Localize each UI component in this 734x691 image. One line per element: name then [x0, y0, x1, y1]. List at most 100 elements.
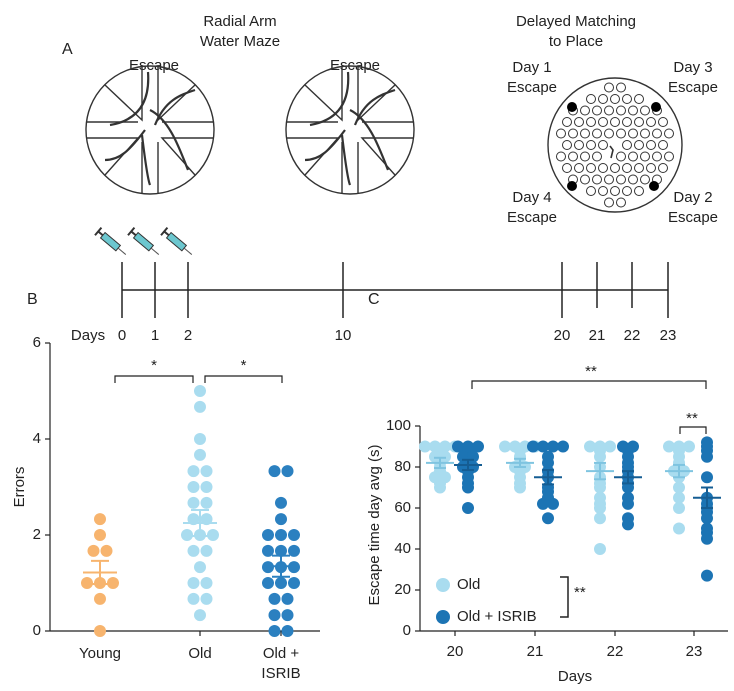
syringe: [94, 226, 127, 255]
data-point: [288, 577, 300, 589]
data-point: [194, 400, 206, 413]
syringe-barrel: [165, 231, 188, 252]
data-point: [547, 440, 559, 453]
data-point: [288, 544, 300, 557]
hole: [604, 174, 614, 185]
data-point: [547, 497, 559, 510]
data-point: [94, 592, 106, 605]
syringe-needle: [183, 247, 193, 255]
day-label: Day 3 Escape: [668, 59, 718, 96]
data-point: [81, 577, 93, 589]
day-label: Day 2 Escape: [668, 189, 718, 226]
escape-hole: [567, 102, 577, 112]
data-point: [594, 450, 606, 463]
pool-holes: [556, 82, 674, 208]
y-axis-title: Escape time day avg (s): [366, 445, 383, 606]
x-tick-label: Old: [188, 645, 211, 662]
hole: [622, 163, 632, 173]
hole: [604, 128, 614, 139]
data-point: [701, 450, 713, 463]
hole: [568, 128, 578, 139]
x-tick-label: Old + ISRIB: [261, 645, 300, 682]
significance-bracket: [114, 375, 194, 383]
hole: [562, 163, 572, 173]
y-tick-label: 0: [403, 622, 411, 639]
data-point: [462, 502, 474, 514]
data-point: [100, 544, 113, 557]
hole: [640, 174, 650, 185]
hole: [610, 117, 620, 127]
hole: [628, 128, 638, 139]
syringe-plunger: [130, 230, 137, 237]
data-point: [207, 529, 219, 541]
timeline-day: 1: [151, 327, 159, 344]
hole: [628, 151, 638, 162]
data-point: [594, 512, 606, 525]
data-point: [419, 440, 431, 453]
legend-marker: [436, 610, 450, 624]
timeline-label: Days: [71, 327, 105, 344]
hole: [598, 140, 608, 150]
syringe-handle: [94, 226, 103, 236]
data-point: [537, 440, 549, 453]
data-point: [542, 512, 554, 525]
significance-label: **: [686, 410, 698, 427]
hole: [634, 186, 644, 196]
hole: [658, 140, 668, 150]
hole: [616, 105, 626, 116]
hole: [658, 117, 668, 127]
hole: [586, 140, 596, 150]
data-point: [542, 456, 554, 469]
significance-bracket: [560, 576, 569, 618]
data-point: [281, 609, 294, 622]
escape-hole: [649, 181, 659, 191]
significance-bracket: [471, 380, 707, 389]
syringe-plunger: [97, 230, 104, 237]
timeline-day: 10: [335, 327, 352, 344]
data-point: [268, 625, 281, 637]
significance-bracket: [679, 426, 707, 434]
x-tick-label: 22: [607, 643, 624, 660]
data-point: [187, 577, 200, 589]
y-tick-label: 40: [394, 540, 411, 557]
maze-diagram: [85, 65, 683, 213]
data-point: [275, 577, 287, 589]
hole: [616, 82, 626, 93]
day-label: Day 1 Escape: [507, 59, 557, 96]
hole: [604, 82, 614, 93]
hole: [598, 186, 608, 196]
hole: [580, 128, 590, 139]
hole: [604, 197, 614, 208]
data-point: [281, 625, 294, 637]
data-point: [194, 433, 206, 445]
data-point: [434, 481, 446, 494]
data-point: [462, 481, 474, 494]
hole: [556, 128, 566, 139]
data-point: [268, 465, 281, 478]
data-point: [527, 440, 539, 453]
hole: [640, 151, 650, 162]
y-tick-label: 100: [386, 417, 411, 434]
data-point: [200, 481, 213, 493]
hole: [562, 140, 572, 150]
data-point: [701, 532, 713, 545]
syringe: [127, 226, 160, 255]
x-tick-label: 20: [447, 643, 464, 660]
hole: [652, 151, 662, 162]
data-point: [472, 440, 484, 453]
data-point: [584, 440, 596, 453]
significance-label: *: [151, 357, 157, 374]
data-point: [187, 481, 200, 493]
data-point: [594, 481, 606, 494]
hole: [610, 94, 620, 104]
panel-label: B: [27, 291, 38, 308]
hole: [640, 128, 650, 139]
timeline-day: 20: [554, 327, 571, 344]
hole: [556, 151, 566, 162]
legend-label: Old: [457, 576, 480, 593]
timeline-day: 23: [660, 327, 677, 344]
hole: [646, 163, 656, 173]
hole: [622, 117, 632, 127]
data-point: [194, 448, 206, 461]
data-point: [288, 529, 300, 541]
